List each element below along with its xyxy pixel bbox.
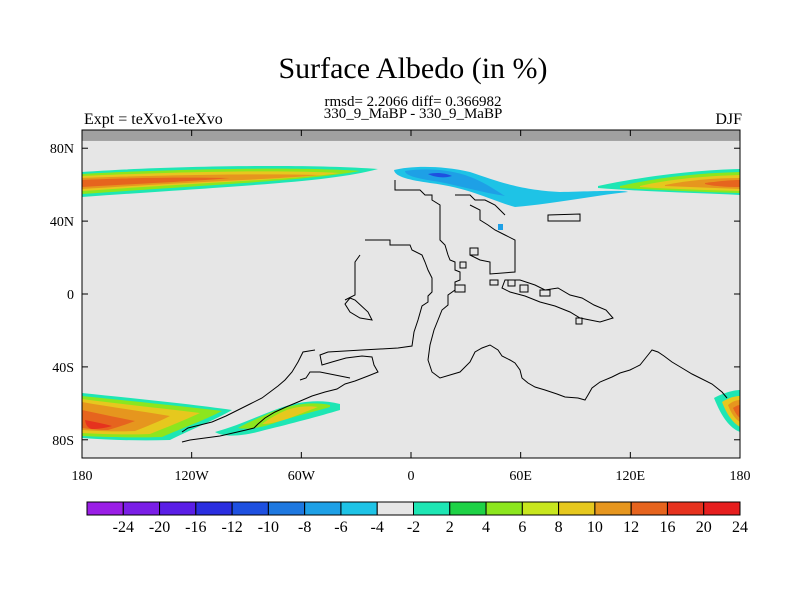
x-tick-label: 180 (72, 469, 93, 484)
y-tick-label: 0 (67, 288, 74, 303)
colorbar-label: 12 (623, 519, 639, 536)
x-tick-label: 120E (616, 469, 646, 484)
albedo-anomaly-layer (82, 165, 740, 441)
colorbar-label: 8 (555, 519, 563, 536)
anomaly-sh-east (733, 405, 740, 418)
colorbar-label: -12 (221, 519, 242, 536)
coastline (455, 194, 506, 216)
x-tick-label: 60W (288, 469, 316, 484)
colorbar-label: -16 (185, 519, 206, 536)
anomaly-nh-negative (498, 224, 503, 230)
coastline (181, 349, 316, 433)
coastline (454, 284, 466, 293)
y-axis: 80N 40N 0 40S 80S (50, 142, 740, 449)
colorbar-swatch (304, 501, 342, 516)
colorbar-label: 2 (446, 519, 454, 536)
colorbar-label: 10 (587, 519, 603, 536)
y-tick-label: 80N (50, 142, 74, 157)
x-axis: 180 120W 60W 0 60E 120E 180 (72, 130, 751, 484)
colorbar-label: -4 (371, 519, 384, 536)
colorbar-swatch (376, 501, 415, 516)
anomaly-nh-west (82, 174, 320, 189)
y-tick-label: 80S (52, 434, 74, 449)
colorbar-label: 20 (696, 519, 712, 536)
colorbar-swatch (630, 501, 668, 516)
colorbar-swatch (521, 501, 560, 516)
colorbar-label: 6 (518, 519, 526, 536)
colorbar: -24 -20 -16 -12 -10 -8 -6 -4 -2 2 4 6 8 10 12 16 20 24 (86, 501, 748, 536)
colorbar-swatch (267, 501, 306, 516)
x-tick-label: 0 (408, 469, 415, 484)
coastline-outlines (181, 180, 728, 443)
x-tick-label: 60E (509, 469, 532, 484)
colorbar-label: -8 (298, 519, 311, 536)
coastline (394, 180, 728, 401)
colorbar-swatch (558, 501, 596, 516)
anomaly-sh-west (85, 420, 112, 429)
colorbar-label: -6 (334, 519, 347, 536)
colorbar-label: -10 (258, 519, 279, 536)
colorbar-swatch (666, 501, 705, 516)
colorbar-swatch (122, 501, 161, 516)
anomaly-sh-patch (262, 406, 318, 424)
colorbar-label: -2 (407, 519, 420, 536)
x-tick-label: 180 (730, 469, 751, 484)
coastline (575, 317, 583, 325)
colorbar-swatch (703, 501, 741, 516)
season-label: DJF (715, 111, 742, 128)
anomaly-nh-west (82, 177, 230, 187)
y-tick-label: 40S (52, 361, 74, 376)
colorbar-label: -20 (149, 519, 170, 536)
coastline (489, 279, 499, 286)
anomaly-nh-negative (405, 169, 505, 196)
anomaly-nh-negative (428, 172, 452, 178)
colorbar-swatch (159, 501, 197, 516)
colorbar-label: -24 (113, 519, 134, 536)
x-tick-label: 120W (175, 469, 210, 484)
coastline (547, 213, 581, 222)
colorbar-swatch (594, 501, 632, 516)
anomaly-sh-east (728, 400, 740, 422)
experiment-label: Expt = teXvo1-teXvo (84, 111, 223, 128)
chart-subtitle: 330_9_MaBP - 330_9_MaBP (323, 106, 503, 122)
coastline (539, 289, 551, 297)
anomaly-nh-east (705, 180, 740, 187)
coastline (519, 284, 529, 293)
colorbar-label: 16 (659, 519, 675, 536)
colorbar-swatch (86, 501, 124, 516)
chart-stats: rmsd= 2.2066 diff= 0.366982 (324, 94, 502, 110)
chart-title: Surface Albedo (in %) (278, 52, 548, 85)
coastline (469, 247, 479, 256)
coastline (299, 371, 351, 381)
colorbar-swatch (413, 501, 451, 516)
coastline (469, 204, 516, 275)
coastline (344, 254, 361, 301)
map-plot: 180 120W 60W 0 60E 120E 180 80N 40N 0 40S 80S (50, 129, 751, 484)
colorbar-swatch (231, 501, 269, 516)
coastline (344, 297, 373, 321)
coastline (507, 279, 516, 287)
colorbar-label: 4 (482, 519, 490, 536)
colorbar-swatch (449, 501, 487, 516)
coastline (459, 261, 467, 269)
colorbar-swatch (340, 501, 378, 516)
colorbar-label: 24 (732, 519, 748, 536)
y-tick-label: 40N (50, 215, 74, 230)
coastline (181, 239, 433, 443)
colorbar-swatch (485, 501, 523, 516)
colorbar-swatch (195, 501, 233, 516)
